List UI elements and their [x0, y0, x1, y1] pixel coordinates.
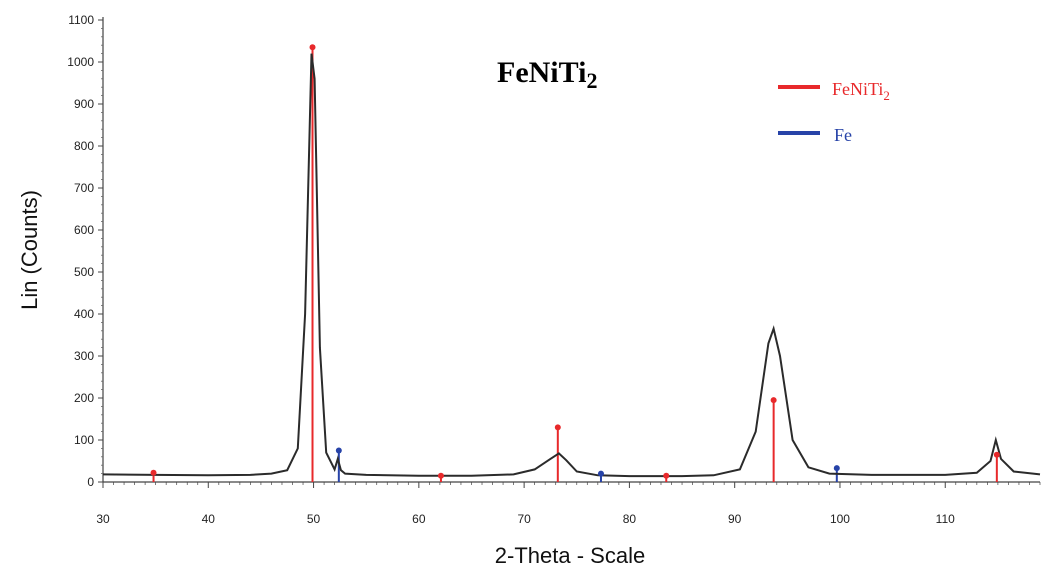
- y-tick-label: 300: [74, 349, 94, 363]
- y-tick-label: 200: [74, 391, 94, 405]
- y-ticks: 0 100 200 300 400 500 600 700 800 900 1000 1100: [67, 13, 103, 489]
- x-tick-label: 80: [623, 512, 637, 526]
- reference-marker-feniti2: [993, 451, 1000, 458]
- legend: FeNiTi2 Fe: [778, 79, 890, 145]
- reference-markers: [150, 44, 1000, 479]
- legend-label-feniti2: FeNiTi2: [832, 79, 890, 103]
- legend-label-feniti2-main: FeNiTi: [832, 79, 883, 99]
- x-ticks: 30 40 50 60 70 80 90 100 110: [96, 482, 1041, 526]
- reference-marker-fe: [597, 470, 604, 477]
- x-tick-label: 110: [936, 512, 955, 526]
- chart-title-subscript: 2: [586, 68, 597, 93]
- y-tick-label: 100: [74, 433, 94, 447]
- y-tick-label: 800: [74, 139, 94, 153]
- reference-marker-fe: [335, 447, 342, 454]
- reference-marker-feniti2: [770, 397, 777, 404]
- reference-marker-feniti2: [309, 44, 316, 51]
- y-tick-label: 1100: [68, 13, 94, 27]
- y-tick-label: 700: [74, 181, 94, 195]
- reference-marker-feniti2: [554, 424, 561, 431]
- legend-label-fe: Fe: [834, 125, 852, 145]
- reference-marker-feniti2: [663, 472, 670, 479]
- reference-lines: [152, 47, 998, 482]
- y-tick-label: 400: [74, 307, 94, 321]
- reference-marker-fe: [833, 465, 840, 472]
- y-tick-label: 600: [74, 223, 94, 237]
- reference-marker-feniti2: [437, 472, 444, 479]
- plot-area: 0 100 200 300 400 500 600 700 800 900 1000 1100 30 4…: [67, 13, 1041, 526]
- y-tick-label: 900: [74, 97, 94, 111]
- reference-marker-feniti2: [150, 469, 157, 476]
- x-tick-label: 60: [412, 512, 426, 526]
- legend-label-feniti2-subscript: 2: [883, 88, 890, 103]
- x-tick-label: 90: [728, 512, 742, 526]
- x-tick-label: 70: [517, 512, 531, 526]
- y-axis-title: Lin (Counts): [17, 190, 42, 310]
- x-tick-label: 100: [830, 512, 850, 526]
- chart-title-main: FeNiTi: [497, 56, 586, 89]
- y-tick-label: 1000: [67, 55, 94, 69]
- series-line-pattern: [102, 53, 1041, 478]
- x-axis-title: 2-Theta - Scale: [495, 543, 645, 568]
- x-tick-label: 30: [96, 512, 110, 526]
- x-tick-label: 40: [202, 512, 216, 526]
- y-tick-label: 0: [87, 475, 94, 489]
- chart-title: FeNiTi2: [497, 56, 597, 93]
- y-tick-label: 500: [74, 265, 94, 279]
- x-tick-label: 50: [307, 512, 321, 526]
